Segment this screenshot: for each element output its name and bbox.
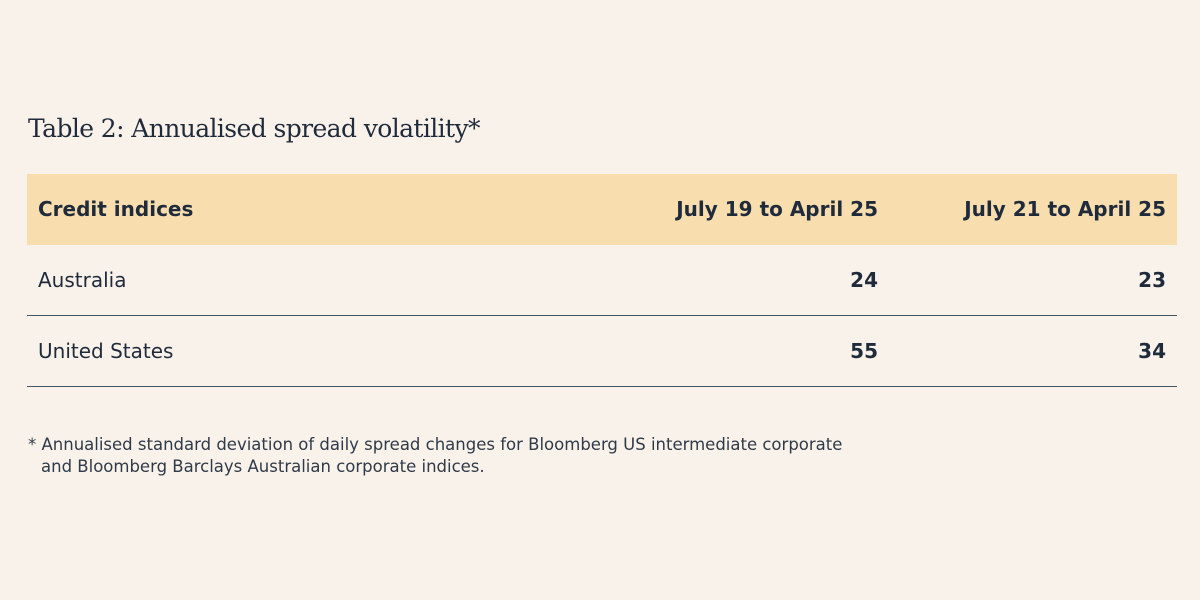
footnote-line-2: and Bloomberg Barclays Australian corpor…	[41, 457, 485, 476]
australia-july-21-value: 23	[1138, 268, 1166, 292]
row-label-australia: Australia	[38, 268, 127, 292]
table-row-australia: Australia 24 23	[27, 245, 1177, 316]
column-header-july-19-to-april-25: July 19 to April 25	[676, 197, 878, 221]
column-header-july-21-to-april-25: July 21 to April 25	[964, 197, 1166, 221]
volatility-table: Credit indices July 19 to April 25 July …	[27, 174, 1177, 387]
australia-july-19-value: 24	[850, 268, 878, 292]
row-label-united-states: United States	[38, 339, 174, 363]
table-header-row: Credit indices July 19 to April 25 July …	[27, 174, 1177, 245]
united-states-july-21-value: 34	[1138, 339, 1166, 363]
column-header-credit-indices: Credit indices	[38, 197, 194, 221]
united-states-july-19-value: 55	[850, 339, 878, 363]
table-row-united-states: United States 55 34	[27, 316, 1177, 387]
footnote: * Annualised standard deviation of daily…	[28, 434, 988, 478]
footnote-line-1: * Annualised standard deviation of daily…	[28, 435, 843, 454]
table-title: Table 2: Annualised spread volatility*	[28, 114, 481, 143]
